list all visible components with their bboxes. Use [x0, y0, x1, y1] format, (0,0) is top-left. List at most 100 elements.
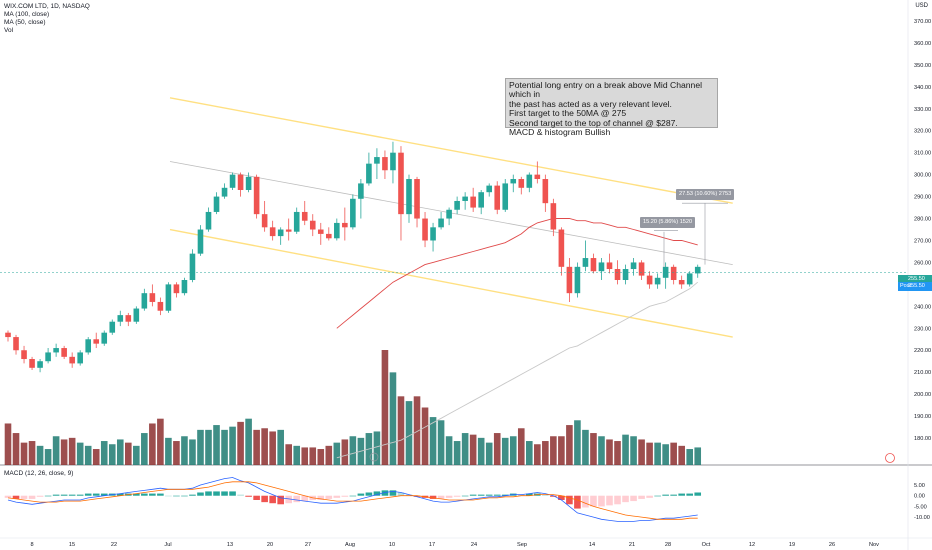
- volume-bar: [622, 434, 629, 465]
- annotation-line: MACD & histogram Bullish: [509, 127, 611, 138]
- volume-bar: [670, 442, 677, 465]
- macd-histogram-bar: [253, 495, 260, 500]
- time-tick-label: 24: [471, 542, 477, 548]
- measure-label-2[interactable]: 27.53 (10.60%) 2753: [676, 189, 735, 200]
- macd-histogram-bar: [517, 494, 525, 496]
- macd-histogram-bar: [165, 495, 172, 497]
- candle-body: [61, 348, 67, 357]
- macd-histogram-bar: [133, 493, 140, 496]
- macd-tick-label: 0.00: [914, 494, 925, 500]
- macd-histogram-bar: [638, 495, 645, 499]
- candle-body: [358, 183, 364, 199]
- macd-histogram-bar: [662, 494, 669, 496]
- candle-body: [109, 321, 116, 333]
- candle-body: [646, 275, 653, 285]
- post-value: 255.50: [908, 283, 925, 289]
- volume-bar: [116, 439, 124, 465]
- price-tick-label: 340.00: [914, 85, 931, 91]
- macd-legend[interactable]: MACD (12, 26, close, 9): [4, 470, 74, 477]
- volume-bar: [285, 444, 292, 465]
- volume-bar: [526, 441, 533, 465]
- last-price-label: 255.50: [898, 275, 932, 283]
- candle-body: [534, 174, 541, 180]
- candle-body: [550, 203, 557, 230]
- ma50-legend[interactable]: MA (50, close): [4, 19, 46, 26]
- volume-bar: [509, 436, 517, 465]
- volume-bar: [221, 429, 228, 465]
- macd-histogram-bar: [477, 494, 485, 496]
- macd-tick-label: 5.00: [914, 483, 925, 489]
- volume-bar: [76, 442, 84, 465]
- candle-body: [309, 220, 316, 230]
- candle-body: [53, 348, 59, 353]
- candle-body: [558, 229, 565, 267]
- candle-body: [606, 262, 613, 270]
- macd-histogram-bar: [590, 495, 597, 507]
- volume-bar: [453, 441, 461, 465]
- volume-bar: [165, 437, 172, 465]
- volume-bar: [213, 425, 220, 465]
- time-tick-label: 8: [30, 542, 33, 548]
- macd-histogram-bar: [149, 493, 156, 496]
- ma100-legend[interactable]: MA (100, close): [4, 11, 50, 18]
- volume-bar: [4, 423, 12, 465]
- macd-histogram-bar: [237, 494, 244, 496]
- candle-body: [462, 196, 468, 201]
- macd-histogram-bar: [189, 494, 196, 496]
- price-tick-label: 370.00: [914, 19, 931, 25]
- volume-bar: [141, 433, 148, 465]
- volume-bar: [317, 449, 325, 465]
- time-tick-label: 20: [267, 542, 273, 548]
- volume-bar: [12, 433, 20, 465]
- candle-body: [454, 200, 460, 210]
- macd-histogram-bar: [349, 495, 357, 497]
- price-tick-label: 350.00: [914, 63, 931, 69]
- macd-histogram-bar: [357, 493, 365, 496]
- macd-histogram-bar: [678, 493, 685, 496]
- macd-histogram-bar: [598, 495, 605, 507]
- macd-histogram-bar: [197, 492, 204, 496]
- macd-histogram-bar: [60, 494, 68, 496]
- macd-histogram-bar: [582, 495, 589, 508]
- annotation-note[interactable]: Potential long entry on a break above Mi…: [505, 78, 718, 137]
- volume-bar: [157, 418, 164, 465]
- price-tick-label: 310.00: [914, 151, 931, 157]
- volume-bar: [181, 436, 188, 465]
- macd-histogram-bar: [566, 495, 573, 505]
- candle-body: [221, 187, 228, 197]
- time-tick-label: 19: [789, 542, 795, 548]
- macd-histogram-bar: [213, 491, 220, 496]
- volume-bar: [485, 442, 493, 465]
- price-tick-label: 230.00: [914, 326, 931, 332]
- volume-bar: [309, 447, 317, 465]
- channel-lower-line: [169, 228, 733, 338]
- macd-histogram-bar: [437, 495, 445, 499]
- volume-bar: [542, 441, 549, 465]
- macd-histogram-bar: [173, 495, 180, 497]
- macd-histogram-bar: [365, 492, 373, 496]
- ma50-line: [336, 218, 698, 329]
- candle-body: [197, 229, 204, 254]
- candle-body: [494, 185, 501, 210]
- candle-body: [422, 218, 428, 241]
- volume-bar: [461, 433, 469, 465]
- volume-bar: [429, 417, 437, 465]
- candle-body: [77, 352, 83, 364]
- volume-bar: [44, 449, 52, 465]
- volume-bar: [277, 429, 284, 465]
- macd-histogram-bar: [558, 495, 565, 500]
- volume-legend[interactable]: Vol: [4, 27, 14, 34]
- macd-histogram-bar: [205, 491, 212, 496]
- macd-histogram-bar: [36, 495, 44, 497]
- candle-body: [189, 253, 196, 280]
- earnings-marker-icon: [885, 453, 895, 463]
- volume-bar: [493, 433, 501, 465]
- price-tick-label: 180.00: [914, 436, 931, 442]
- volume-bar: [606, 439, 613, 465]
- macd-histogram-bar: [670, 494, 677, 496]
- candle-body: [566, 266, 573, 294]
- price-tick-label: 260.00: [914, 260, 931, 266]
- measure-label-1[interactable]: 15.20 (5.86%) 1520: [640, 217, 696, 228]
- volume-bar: [269, 431, 276, 465]
